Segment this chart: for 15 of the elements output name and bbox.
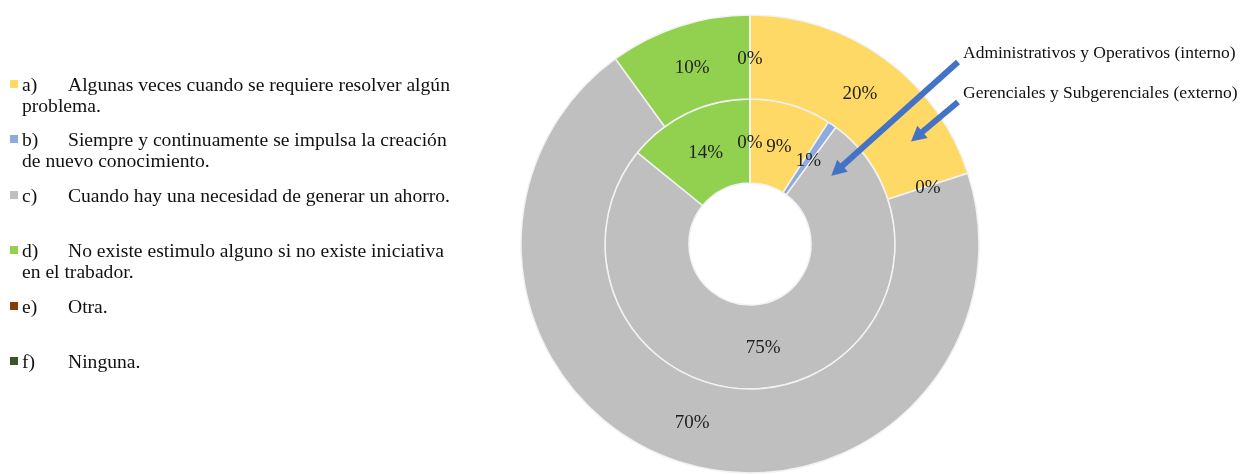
slice-label: Gerenciales y Subgerenciales (externo): [963, 82, 1238, 102]
data-label: 20%: [842, 82, 878, 104]
legend-label: a) Algunas veces cuando se requiere resolver algún problema.: [22, 74, 451, 116]
data-label: 75%: [745, 335, 781, 357]
data-label: 9%: [766, 134, 792, 156]
slice-label: Administrativos y Operativos (interno): [963, 42, 1236, 62]
legend-label: e) Otra.: [22, 295, 109, 317]
data-label: 70%: [674, 411, 710, 433]
data-label: 14%: [688, 140, 724, 162]
legend-label: c) Cuando hay una necesidad de generar un ahorro.: [22, 184, 451, 206]
legend-label: f) Ninguna.: [22, 351, 142, 372]
legend-label: b) Siempre y continuamente se impulsa la creación de nuevo conocimiento.: [22, 129, 448, 172]
data-label: 10%: [674, 55, 710, 77]
legend-label: d) No existe estimulo alguno si no existe iniciativa en el trabador.: [22, 240, 446, 283]
text: 0%: [915, 175, 941, 197]
